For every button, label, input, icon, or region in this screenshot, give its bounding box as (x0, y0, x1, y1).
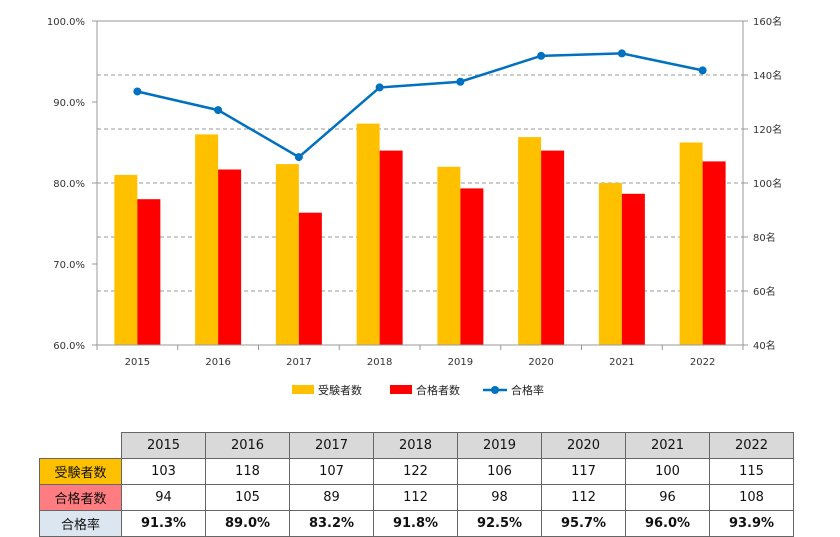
rate-line (133, 49, 707, 162)
y-right-tick-label: 100名 (753, 177, 782, 190)
table-row: 合格率 91.3% 89.0% 83.2% 91.8% 92.5% 95.7% 96.0% 93… (39, 510, 794, 537)
table-cell: 89.0% (205, 510, 290, 537)
table-header-cell: 2015 (121, 432, 206, 459)
x-tick-label: 2015 (125, 357, 150, 368)
x-tick-label: 2020 (528, 357, 553, 368)
bar-examinees-2016 (195, 134, 219, 345)
table-cell: 106 (457, 458, 542, 485)
rate-point-2019 (456, 77, 465, 86)
legend-swatch (292, 385, 314, 394)
table-cell: 105 (205, 484, 290, 511)
rate-point-2017 (294, 153, 303, 162)
table-cell: 95.7% (541, 510, 626, 537)
y-left-tick-label: 100.0% (47, 17, 85, 28)
x-tick-label: 2016 (205, 357, 230, 368)
table-cell: 117 (541, 458, 626, 485)
x-tick-label: 2021 (609, 357, 634, 368)
table-header-row: 2015 2016 2017 2018 2019 2020 2021 2022 (39, 432, 794, 459)
legend-swatch (390, 385, 412, 394)
legend-swatch (491, 386, 499, 394)
gridlines (97, 74, 743, 292)
table-header-cell: 2019 (457, 432, 542, 459)
table-cell: 92.5% (457, 510, 542, 537)
table-header-cell: 2021 (625, 432, 710, 459)
y-right-tick-label: 80名 (753, 231, 776, 244)
table-header-cell: 2020 (541, 432, 626, 459)
bar-examinees-2017 (275, 164, 299, 345)
y-left-tick-label: 60.0% (53, 341, 85, 352)
bars (114, 123, 726, 345)
y-left-tick-label: 90.0% (53, 98, 85, 109)
table-cell: 103 (121, 458, 206, 485)
x-tick-label: 2019 (448, 357, 473, 368)
table-cell: 112 (541, 484, 626, 511)
y-right-tick-label: 140名 (753, 69, 782, 82)
bar-passers-2020 (541, 150, 565, 345)
y-right-tick-label: 160名 (753, 15, 782, 28)
table-row-label: 合格率 (39, 510, 122, 537)
table-row-label: 受験者数 (39, 458, 122, 485)
bar-passers-2017 (298, 212, 322, 345)
rate-line-path (137, 52, 703, 159)
table-header-cell: 2018 (373, 432, 458, 459)
table-cell: 89 (289, 484, 374, 511)
bar-examinees-2019 (437, 166, 461, 345)
table-header-cell: 2017 (289, 432, 374, 459)
bar-passers-2018 (379, 150, 403, 345)
legend-label: 受験者数 (318, 383, 362, 397)
table-cell: 96.0% (625, 510, 710, 537)
bar-examinees-2018 (356, 123, 380, 345)
rate-point-2018 (375, 83, 384, 92)
table-cell: 112 (373, 484, 458, 511)
bar-passers-2019 (460, 188, 484, 345)
bar-passers-2021 (621, 193, 645, 345)
table-cell: 83.2% (289, 510, 374, 537)
table-header-cell: 2016 (205, 432, 290, 459)
table-cell: 108 (709, 484, 794, 511)
bar-examinees-2021 (598, 183, 622, 345)
rate-point-2022 (698, 66, 707, 75)
table-cell: 94 (121, 484, 206, 511)
y-right-tick-label: 60名 (753, 285, 776, 298)
table-cell: 115 (709, 458, 794, 485)
y-left-tick-label: 70.0% (53, 260, 85, 271)
rate-point-2015 (133, 87, 142, 96)
axes: 60.0% 70.0% 80.0% 90.0% 100.0% 40名 60名 80名 100名 1… (47, 15, 782, 368)
table-corner (39, 432, 122, 459)
table-cell: 98 (457, 484, 542, 511)
table-cell: 122 (373, 458, 458, 485)
bar-examinees-2022 (679, 142, 703, 345)
table-header-cell: 2022 (709, 432, 794, 459)
bar-passers-2022 (702, 161, 726, 345)
table-cell: 93.9% (709, 510, 794, 537)
legend-label: 合格者数 (416, 383, 460, 397)
combo-chart: 60.0% 70.0% 80.0% 90.0% 100.0% 40名 60名 80名 100名 1… (47, 15, 782, 397)
table-cell: 91.3% (121, 510, 206, 537)
bar-examinees-2015 (114, 174, 138, 345)
table-cell: 91.8% (373, 510, 458, 537)
legend-label: 合格率 (511, 383, 544, 397)
table-cell: 100 (625, 458, 710, 485)
table-cell: 118 (205, 458, 290, 485)
y-right-tick-label: 120名 (753, 123, 782, 136)
x-tick-label: 2017 (286, 357, 311, 368)
data-table: 2015 2016 2017 2018 2019 2020 2021 2022 受験者数 103 1… (39, 432, 794, 537)
bar-passers-2015 (137, 199, 161, 345)
x-tick-label: 2022 (690, 357, 715, 368)
y-right-tick-label: 40名 (753, 339, 776, 352)
x-tick-label: 2018 (367, 357, 392, 368)
table-cell: 96 (625, 484, 710, 511)
y-left-tick-label: 80.0% (53, 179, 85, 190)
bar-passers-2016 (218, 169, 242, 345)
table-row-label: 合格者数 (39, 484, 122, 511)
table-row: 合格者数 94 105 89 112 98 112 96 108 (39, 484, 794, 511)
table-row: 受験者数 103 118 107 122 106 117 100 115 (39, 458, 794, 485)
legend: 受験者数 合格者数 合格率 (292, 383, 544, 397)
rate-point-2021 (617, 49, 626, 58)
rate-point-2020 (537, 51, 546, 60)
bar-examinees-2020 (518, 137, 542, 345)
rate-point-2016 (214, 106, 223, 115)
table-cell: 107 (289, 458, 374, 485)
